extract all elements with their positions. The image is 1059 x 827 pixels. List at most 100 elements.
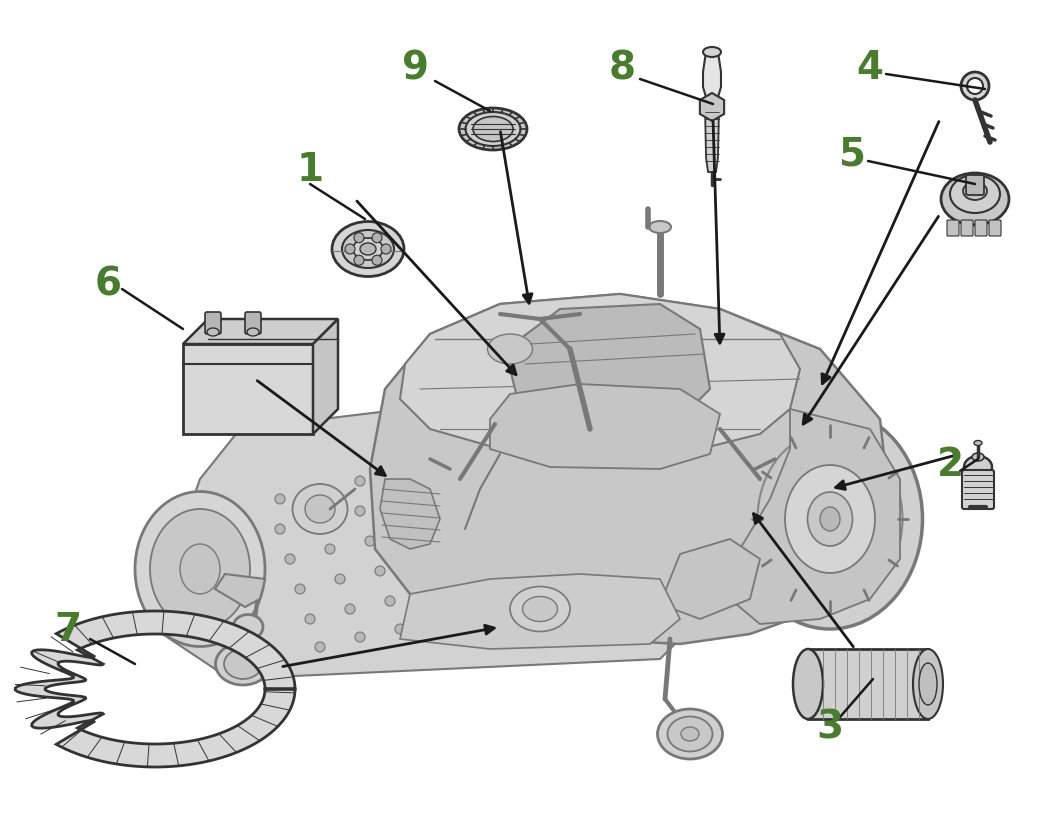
- Text: 5: 5: [839, 136, 865, 174]
- Circle shape: [485, 519, 495, 529]
- Circle shape: [405, 529, 415, 539]
- Circle shape: [355, 632, 365, 643]
- Ellipse shape: [360, 244, 376, 256]
- Circle shape: [315, 643, 325, 653]
- Circle shape: [475, 614, 485, 624]
- Circle shape: [535, 547, 545, 557]
- Circle shape: [555, 485, 566, 495]
- Ellipse shape: [649, 222, 671, 234]
- Polygon shape: [155, 390, 730, 679]
- Polygon shape: [380, 480, 439, 549]
- Ellipse shape: [215, 643, 270, 686]
- Polygon shape: [313, 319, 338, 434]
- Circle shape: [445, 524, 455, 534]
- Polygon shape: [370, 294, 890, 644]
- Circle shape: [275, 495, 285, 504]
- Circle shape: [395, 500, 405, 509]
- Ellipse shape: [487, 335, 533, 365]
- Circle shape: [372, 256, 382, 266]
- Circle shape: [275, 524, 285, 534]
- Circle shape: [475, 460, 485, 470]
- Ellipse shape: [150, 509, 250, 629]
- Ellipse shape: [207, 328, 219, 337]
- Ellipse shape: [703, 48, 721, 58]
- Circle shape: [395, 470, 405, 480]
- Ellipse shape: [964, 457, 992, 479]
- Text: 6: 6: [94, 265, 122, 304]
- Ellipse shape: [967, 79, 983, 95]
- Circle shape: [295, 585, 305, 595]
- Ellipse shape: [785, 466, 875, 573]
- Circle shape: [595, 485, 605, 495]
- Circle shape: [515, 486, 525, 496]
- Ellipse shape: [972, 453, 984, 461]
- Polygon shape: [703, 53, 721, 98]
- Ellipse shape: [473, 117, 513, 142]
- Text: 2: 2: [936, 446, 964, 484]
- FancyBboxPatch shape: [966, 176, 984, 196]
- Circle shape: [325, 544, 335, 554]
- Polygon shape: [808, 649, 928, 719]
- Text: 9: 9: [401, 49, 429, 87]
- FancyBboxPatch shape: [961, 221, 973, 237]
- Ellipse shape: [961, 73, 989, 101]
- Ellipse shape: [913, 649, 943, 719]
- Circle shape: [566, 514, 575, 524]
- Ellipse shape: [466, 112, 521, 147]
- Ellipse shape: [808, 492, 852, 547]
- FancyBboxPatch shape: [245, 313, 261, 335]
- Circle shape: [355, 476, 365, 486]
- Circle shape: [285, 554, 295, 564]
- Ellipse shape: [225, 649, 262, 679]
- Ellipse shape: [950, 176, 1000, 213]
- Circle shape: [305, 614, 315, 624]
- Polygon shape: [705, 108, 719, 173]
- Circle shape: [435, 619, 445, 629]
- Circle shape: [475, 490, 485, 500]
- Ellipse shape: [919, 663, 937, 705]
- Text: 7: 7: [54, 610, 82, 648]
- Ellipse shape: [757, 432, 902, 607]
- Circle shape: [415, 559, 425, 569]
- Polygon shape: [15, 611, 295, 767]
- Polygon shape: [400, 294, 800, 455]
- FancyBboxPatch shape: [205, 313, 221, 335]
- Ellipse shape: [974, 441, 982, 446]
- Ellipse shape: [522, 597, 557, 622]
- FancyBboxPatch shape: [989, 221, 1001, 237]
- Circle shape: [505, 579, 515, 590]
- Ellipse shape: [180, 544, 220, 595]
- Polygon shape: [183, 319, 338, 345]
- Circle shape: [605, 514, 615, 524]
- Circle shape: [354, 233, 364, 243]
- Ellipse shape: [963, 183, 987, 201]
- Circle shape: [375, 566, 385, 576]
- Circle shape: [315, 514, 325, 524]
- Ellipse shape: [305, 495, 335, 523]
- Circle shape: [345, 605, 355, 614]
- Ellipse shape: [667, 717, 713, 752]
- Polygon shape: [400, 574, 680, 649]
- Circle shape: [335, 574, 345, 585]
- Circle shape: [435, 495, 445, 504]
- Polygon shape: [510, 304, 710, 429]
- Circle shape: [635, 457, 645, 466]
- Ellipse shape: [247, 328, 259, 337]
- Ellipse shape: [459, 109, 527, 151]
- FancyBboxPatch shape: [975, 221, 987, 237]
- Circle shape: [365, 537, 375, 547]
- Circle shape: [575, 544, 585, 554]
- Ellipse shape: [134, 492, 265, 647]
- Text: 8: 8: [609, 49, 635, 87]
- Circle shape: [395, 624, 405, 634]
- Circle shape: [345, 245, 355, 255]
- Circle shape: [435, 465, 445, 475]
- Circle shape: [555, 455, 566, 465]
- Circle shape: [355, 506, 365, 516]
- Circle shape: [385, 596, 395, 606]
- Ellipse shape: [681, 727, 699, 741]
- Circle shape: [515, 457, 525, 466]
- Circle shape: [545, 577, 555, 587]
- Ellipse shape: [658, 709, 722, 759]
- Circle shape: [372, 233, 382, 243]
